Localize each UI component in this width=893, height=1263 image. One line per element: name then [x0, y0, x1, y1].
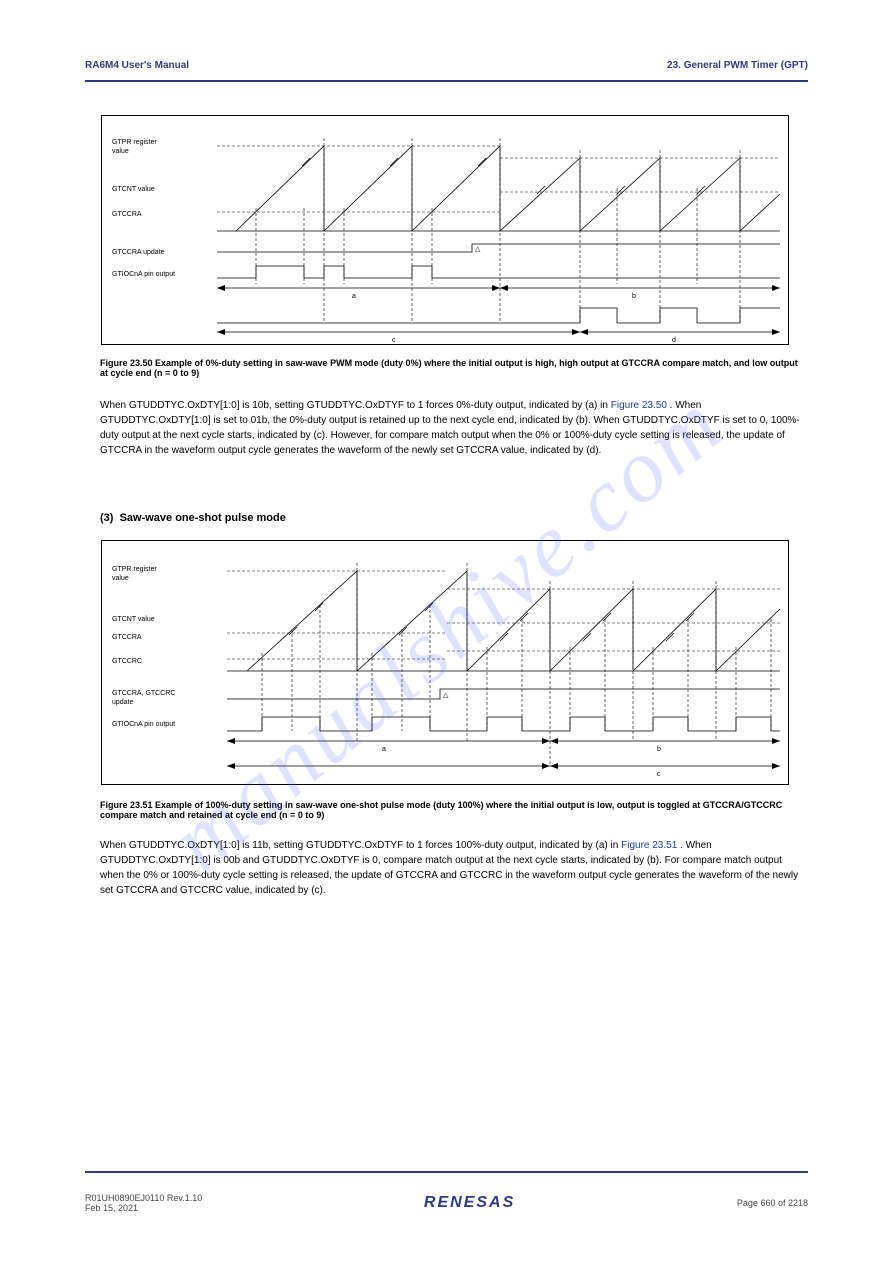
paragraph-2: When GTUDDTYC.OxDTY[1:0] is 11b, setting… [100, 838, 808, 898]
svg-text:GTIOCnA pin output: GTIOCnA pin output [112, 271, 175, 278]
footer-page: Page 660 of 2218 [737, 1198, 808, 1208]
svg-text:△: △ [475, 246, 481, 253]
figure-2-caption: Figure 23.51 Example of 100%-duty settin… [100, 800, 808, 820]
svg-text:GTCNT value: GTCNT value [112, 186, 155, 193]
svg-text:GTCCRA: GTCCRA [112, 634, 142, 641]
svg-text:GTPR register: GTPR register [112, 139, 157, 146]
svg-text:GTCCRA: GTCCRA [112, 211, 142, 218]
svg-text:value: value [112, 148, 129, 155]
svg-text:GTIOCnA pin output: GTIOCnA pin output [112, 721, 175, 728]
svg-text:GTCCRC: GTCCRC [112, 658, 142, 665]
page-footer: R01UH0890EJ0110 Rev.1.10 Feb 15, 2021 RE… [85, 1193, 808, 1213]
figure-link-1[interactable]: Figure 23.50 [611, 400, 667, 411]
subsection-heading: (3) Saw-wave one-shot pulse mode [100, 510, 808, 527]
footer-left: R01UH0890EJ0110 Rev.1.10 Feb 15, 2021 [85, 1193, 202, 1213]
figure-1-diagram: GTPR register value GTCNT value GTCCRA G… [101, 115, 789, 345]
svg-text:value: value [112, 575, 129, 582]
header-left: RA6M4 User's Manual [85, 60, 189, 71]
svg-text:a: a [382, 746, 386, 753]
footer-logo: RENESAS [202, 1194, 737, 1212]
svg-text:update: update [112, 699, 134, 706]
svg-text:GTCCRA update: GTCCRA update [112, 249, 165, 256]
svg-text:GTPR register: GTPR register [112, 566, 157, 573]
page-header: RA6M4 User's Manual 23. General PWM Time… [85, 60, 808, 71]
paragraph-1: When GTUDDTYC.OxDTY[1:0] is 10b, setting… [100, 398, 808, 458]
svg-text:GTCCRA, GTCCRC: GTCCRA, GTCCRC [112, 690, 175, 697]
figure-2-diagram: GTPR register value GTCNT value GTCCRA G… [101, 540, 789, 785]
footer-rule [85, 1171, 808, 1173]
svg-text:△: △ [443, 692, 449, 699]
svg-text:c: c [657, 771, 661, 778]
svg-text:b: b [657, 746, 661, 753]
svg-text:GTCNT value: GTCNT value [112, 616, 155, 623]
figure-1-caption: Figure 23.50 Example of 0%-duty setting … [100, 358, 808, 378]
svg-text:c: c [392, 337, 396, 344]
svg-text:b: b [632, 293, 636, 300]
figure-link-2[interactable]: Figure 23.51 [621, 840, 677, 851]
header-right: 23. General PWM Timer (GPT) [667, 60, 808, 71]
header-rule [85, 80, 808, 82]
svg-text:a: a [352, 293, 356, 300]
svg-text:d: d [672, 337, 676, 344]
